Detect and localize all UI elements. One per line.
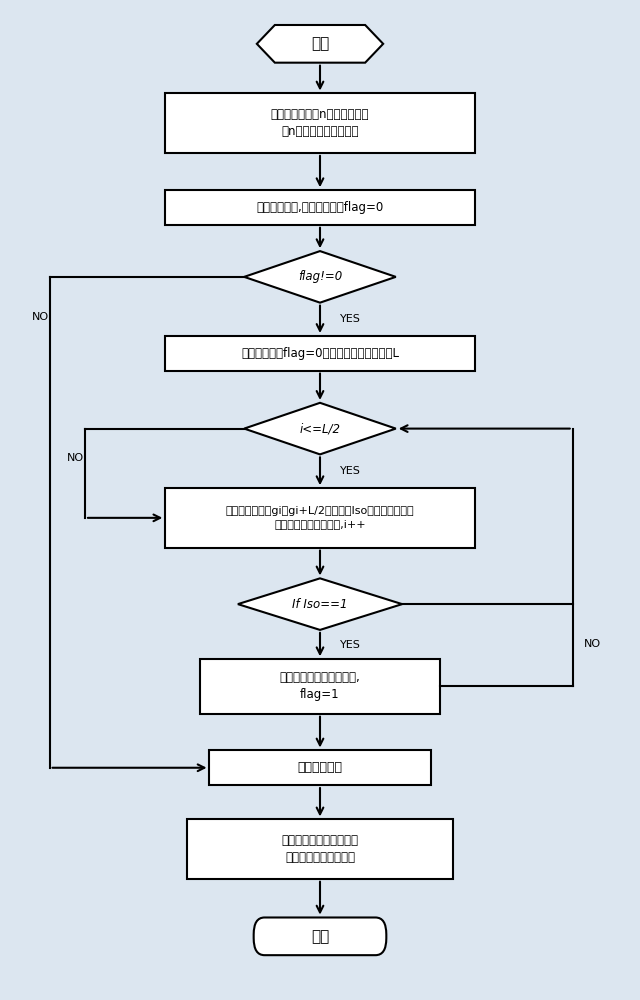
FancyBboxPatch shape xyxy=(165,93,475,153)
Text: 求出两概率子图gi和gi+L/2同构情况Iso和节点映射序列
及节点电压序列错配值,i++: 求出两概率子图gi和gi+L/2同构情况Iso和节点映射序列 及节点电压序列错配… xyxy=(226,506,414,529)
Text: 设置聚类标志flag=0，统计子图类个数设为L: 设置聚类标志flag=0，统计子图类个数设为L xyxy=(241,347,399,360)
Polygon shape xyxy=(244,403,396,454)
Text: YES: YES xyxy=(340,314,361,324)
Text: 归并聚类结束: 归并聚类结束 xyxy=(298,761,342,774)
Text: flag!=0: flag!=0 xyxy=(298,270,342,283)
Text: YES: YES xyxy=(340,640,361,650)
Text: 将概率同构子图聚成一类,
flag=1: 将概率同构子图聚成一类, flag=1 xyxy=(280,671,360,701)
FancyBboxPatch shape xyxy=(165,190,475,225)
Text: 归并聚类开始,设置聚类标志flag=0: 归并聚类开始,设置聚类标志flag=0 xyxy=(257,201,383,214)
Text: 结束: 结束 xyxy=(311,929,329,944)
FancyBboxPatch shape xyxy=(165,336,475,371)
Text: 计算每个同构类的子图数
量，得出概率频繁子图: 计算每个同构类的子图数 量，得出概率频繁子图 xyxy=(282,834,358,864)
Text: 聚类初始化：将n个概率子图作
为n个聚类树的叶子节点: 聚类初始化：将n个概率子图作 为n个聚类树的叶子节点 xyxy=(271,108,369,138)
Polygon shape xyxy=(238,578,402,630)
Text: i<=L/2: i<=L/2 xyxy=(300,422,340,435)
Text: 开始: 开始 xyxy=(311,36,329,51)
Text: NO: NO xyxy=(584,639,601,649)
FancyBboxPatch shape xyxy=(188,819,452,879)
Text: If Iso==1: If Iso==1 xyxy=(292,598,348,611)
Text: NO: NO xyxy=(67,453,84,463)
Polygon shape xyxy=(257,25,383,63)
FancyBboxPatch shape xyxy=(209,750,431,785)
FancyBboxPatch shape xyxy=(253,917,387,955)
FancyBboxPatch shape xyxy=(165,488,475,548)
Polygon shape xyxy=(244,251,396,303)
FancyBboxPatch shape xyxy=(200,659,440,714)
Text: YES: YES xyxy=(340,466,361,476)
Text: NO: NO xyxy=(31,312,49,322)
